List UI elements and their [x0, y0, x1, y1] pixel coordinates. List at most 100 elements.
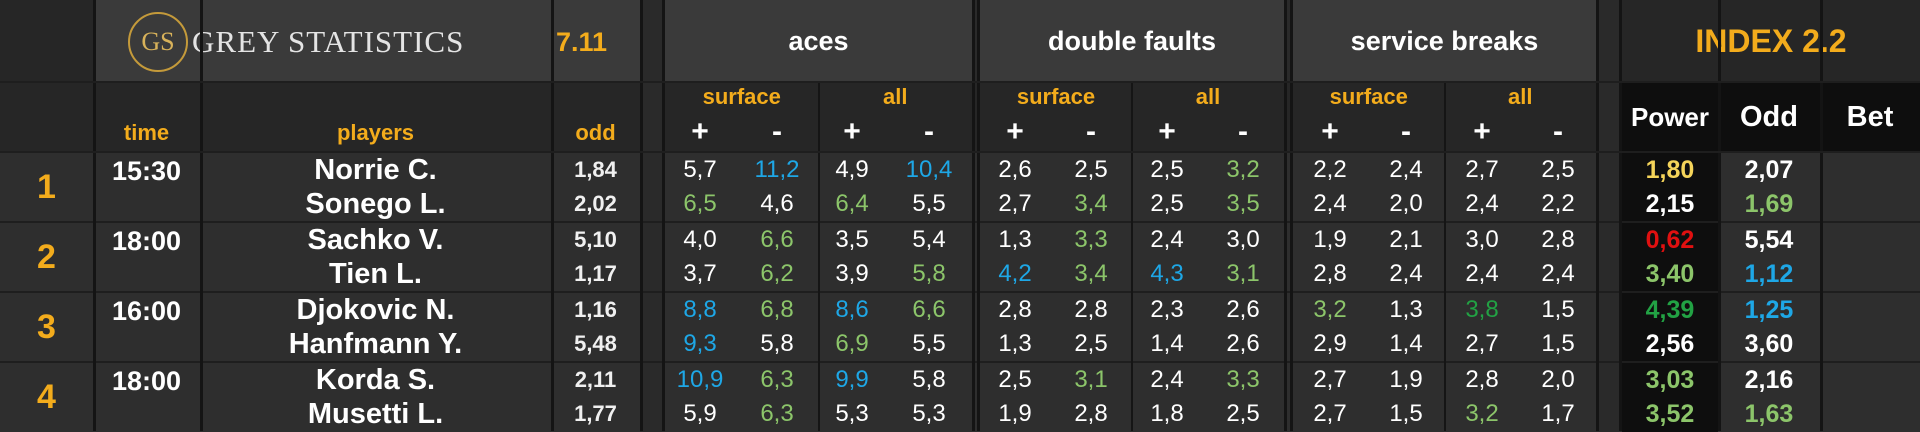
stat-value: 5,9 [683, 400, 717, 427]
stat-value: 1,5 [1541, 296, 1575, 323]
stat-value: 5,3 [835, 400, 869, 427]
stat-value: 10,9 [676, 366, 724, 393]
stat-value: 2,5 [1074, 330, 1108, 357]
power-value: 4,39 [1645, 295, 1695, 324]
stat-value: 6,3 [760, 366, 794, 393]
minus-header: - [772, 115, 782, 148]
stat-value: 1,9 [1389, 366, 1423, 393]
stat-value: 2,4 [1465, 260, 1499, 287]
stat-value: 2,8 [998, 296, 1032, 323]
player-name[interactable]: Sonego L. [305, 187, 446, 220]
stat-value: 2,5 [1150, 156, 1184, 183]
stat-value: 6,8 [760, 296, 794, 323]
double-faults-all-header: all [1195, 84, 1221, 109]
stat-value: 11,2 [754, 156, 800, 183]
version-label: 7.11 [556, 27, 608, 57]
header-divider [0, 151, 1920, 153]
stat-value: 1,9 [1313, 226, 1347, 253]
player-name[interactable]: Korda S. [315, 363, 436, 396]
stat-value: 2,5 [1074, 156, 1108, 183]
match-number: 3 [37, 307, 56, 346]
stat-value: 3,2 [1313, 296, 1347, 323]
stat-value: 3,5 [835, 226, 869, 253]
column-divider [200, 0, 203, 431]
service-breaks-header-band [1293, 0, 1596, 82]
stat-value: 6,6 [912, 296, 946, 323]
gs-logo-icon: GS [128, 12, 188, 72]
player-name[interactable]: Sachko V. [307, 223, 444, 256]
match-time: 15:30 [111, 155, 182, 186]
stat-value: 5,7 [683, 156, 717, 183]
plus-header: + [1158, 115, 1176, 148]
player-name[interactable]: Norrie C. [314, 153, 437, 186]
bet-column-header: Bet [1846, 100, 1894, 133]
stat-value: 3,0 [1226, 226, 1260, 253]
stat-value: 5,8 [912, 260, 946, 287]
stat-value: 4,0 [683, 226, 717, 253]
stat-value: 3,5 [1226, 190, 1260, 217]
column-divider [1596, 0, 1599, 431]
stat-value: 2,2 [1541, 190, 1575, 217]
bet-cell[interactable] [1820, 327, 1920, 361]
stat-value: 6,3 [760, 400, 794, 427]
stat-value: 1,3 [998, 330, 1032, 357]
player-name[interactable]: Tien L. [329, 257, 422, 290]
match-number: 4 [37, 377, 56, 416]
minus-header: - [1086, 115, 1096, 148]
minus-header: - [924, 115, 934, 148]
column-divider [93, 0, 96, 431]
index-title: INDEX 2.2 [1695, 22, 1847, 59]
index-odd-bet-bg [1718, 292, 1920, 362]
plus-header: + [1473, 115, 1491, 148]
stat-value: 3,1 [1226, 260, 1260, 287]
stat-value: 2,7 [1465, 330, 1499, 357]
index-odd-value: 3,60 [1744, 329, 1794, 358]
stat-value: 2,0 [1541, 366, 1575, 393]
power-column-header: Power [1630, 101, 1710, 132]
stat-value: 2,6 [1226, 330, 1260, 357]
player-odd: 5,10 [574, 227, 617, 252]
player-name[interactable]: Musetti L. [307, 397, 444, 430]
stat-value: 3,2 [1465, 400, 1499, 427]
stat-value: 3,9 [835, 260, 869, 287]
stat-value: 2,9 [1313, 330, 1347, 357]
stat-value: 3,1 [1074, 366, 1108, 393]
match-row-left-bg [0, 362, 640, 432]
surface-all-divider [1443, 82, 1446, 431]
stat-value: 1,3 [998, 226, 1032, 253]
aces-all-header: all [883, 84, 908, 109]
stat-value: 1,4 [1150, 330, 1184, 357]
column-divider [640, 0, 643, 431]
index-odd-bet-bg [1718, 152, 1920, 222]
column-divider [1290, 0, 1293, 431]
stat-value: 1,3 [1389, 296, 1423, 323]
column-divider [1820, 0, 1823, 431]
bet-cell[interactable] [1820, 223, 1920, 257]
header-band-left [0, 0, 640, 82]
player-name[interactable]: Djokovic N. [296, 293, 455, 326]
stat-value: 2,5 [1150, 190, 1184, 217]
bet-cell[interactable] [1820, 153, 1920, 187]
stat-value: 2,0 [1389, 190, 1423, 217]
stat-value: 2,7 [1465, 156, 1499, 183]
power-cell-bg [1622, 292, 1718, 362]
stat-value: 1,4 [1389, 330, 1423, 357]
bet-cell[interactable] [1820, 397, 1920, 431]
stat-value: 9,3 [683, 330, 717, 357]
stat-value: 2,8 [1074, 296, 1108, 323]
surface-all-divider [817, 82, 820, 431]
bet-cell[interactable] [1820, 257, 1920, 291]
index-odd-value: 2,07 [1744, 155, 1794, 184]
bet-cell[interactable] [1820, 187, 1920, 221]
stat-value: 2,8 [1313, 260, 1347, 287]
player-name[interactable]: Hanfmann Y. [288, 327, 463, 360]
power-cell-bg [1622, 152, 1718, 222]
bet-cell[interactable] [1820, 363, 1920, 397]
stat-value: 5,4 [912, 226, 946, 253]
stat-value: 3,3 [1226, 366, 1260, 393]
stat-value: 8,6 [835, 296, 869, 323]
power-value: 3,03 [1645, 365, 1695, 394]
column-header-band [93, 82, 640, 152]
power-cell-bg [1622, 362, 1718, 432]
bet-cell[interactable] [1820, 293, 1920, 327]
